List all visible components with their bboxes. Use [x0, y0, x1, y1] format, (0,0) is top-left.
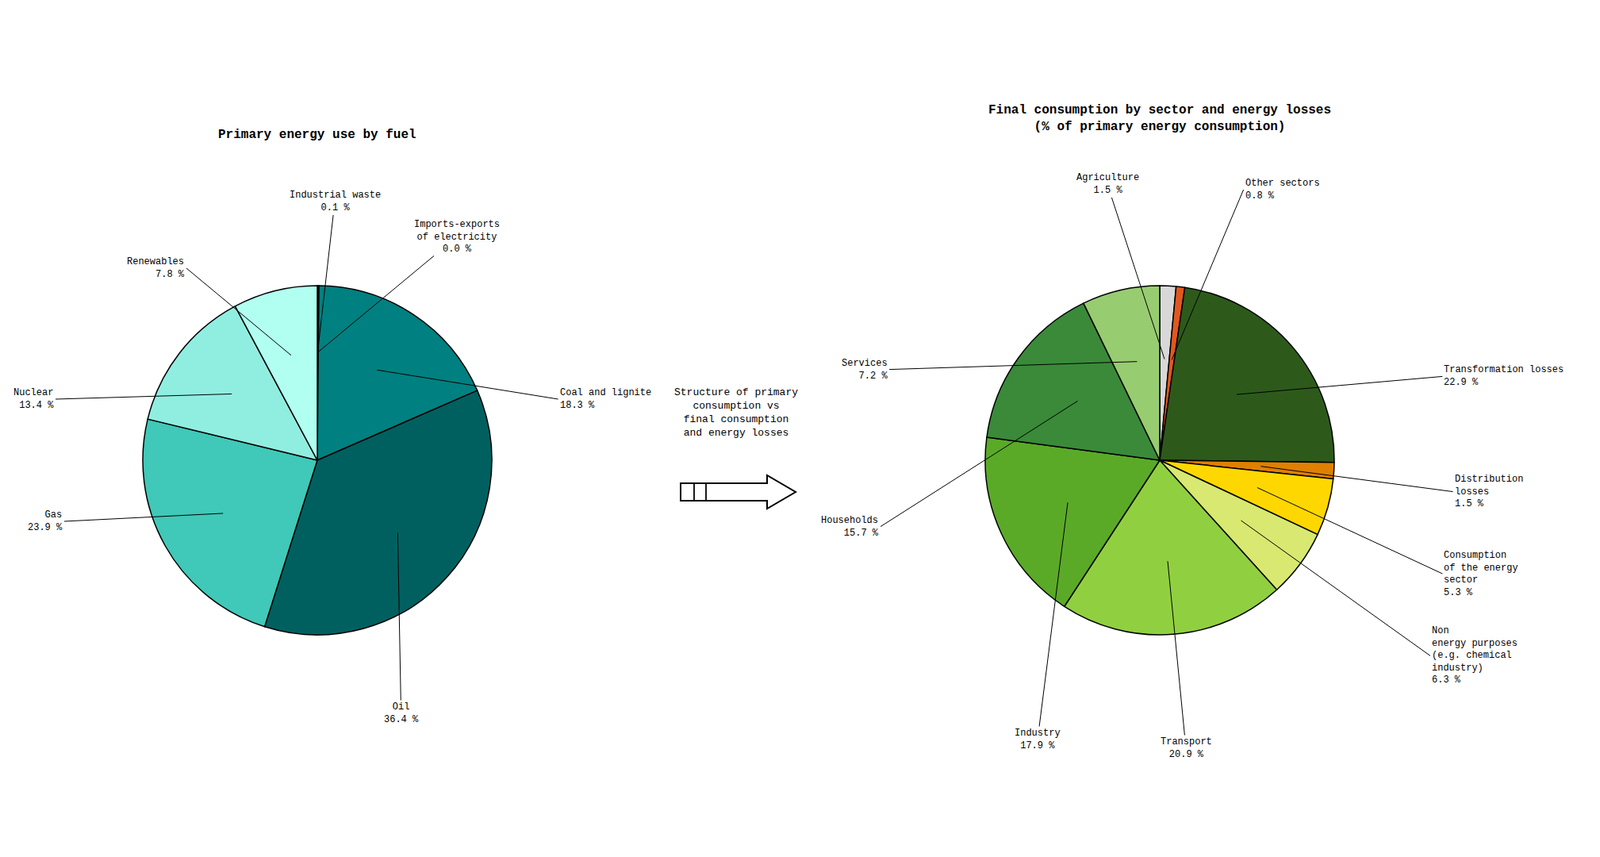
svg-text:Distributionlosses1.5 %: Distributionlosses1.5 % — [1454, 473, 1524, 510]
svg-text:Other sectors0.8 %: Other sectors0.8 % — [1245, 177, 1320, 202]
svg-text:Primary energy use by fuel: Primary energy use by fuel — [218, 127, 417, 142]
svg-text:Transport20.9 %: Transport20.9 % — [1160, 736, 1213, 760]
svg-text:Transformation losses22.9 %: Transformation losses22.9 % — [1443, 364, 1564, 388]
svg-text:Services7.2 %: Services7.2 % — [841, 357, 888, 382]
svg-text:Oil36.4 %: Oil36.4 % — [383, 701, 419, 726]
svg-text:Consumptionof the energysector: Consumptionof the energysector5.3 % — [1443, 549, 1519, 599]
svg-text:Households15.7 %: Households15.7 % — [821, 514, 879, 539]
svg-text:Structure of primaryconsumptio: Structure of primaryconsumption vsfinal … — [674, 386, 799, 439]
svg-text:Coal and lignite18.3 %: Coal and lignite18.3 % — [560, 387, 652, 411]
svg-text:Final consumption by sector an: Final consumption by sector and energy l… — [988, 103, 1332, 135]
svg-text:Industry17.9 %: Industry17.9 % — [1014, 727, 1061, 752]
svg-text:Renewables7.8 %: Renewables7.8 % — [126, 256, 185, 281]
svg-text:Imports-exportsof electricity0: Imports-exportsof electricity0.0 % — [414, 218, 500, 255]
svg-text:Nonenergy purposes(e.g. chemic: Nonenergy purposes(e.g. chemicalindustry… — [1431, 625, 1518, 686]
svg-text:Industrial waste0.1 %: Industrial waste0.1 % — [289, 189, 381, 214]
svg-text:Gas23.9 %: Gas23.9 % — [27, 509, 63, 534]
svg-text:Agriculture1.5 %: Agriculture1.5 % — [1076, 172, 1140, 196]
svg-text:Nuclear13.4 %: Nuclear13.4 % — [13, 387, 54, 411]
